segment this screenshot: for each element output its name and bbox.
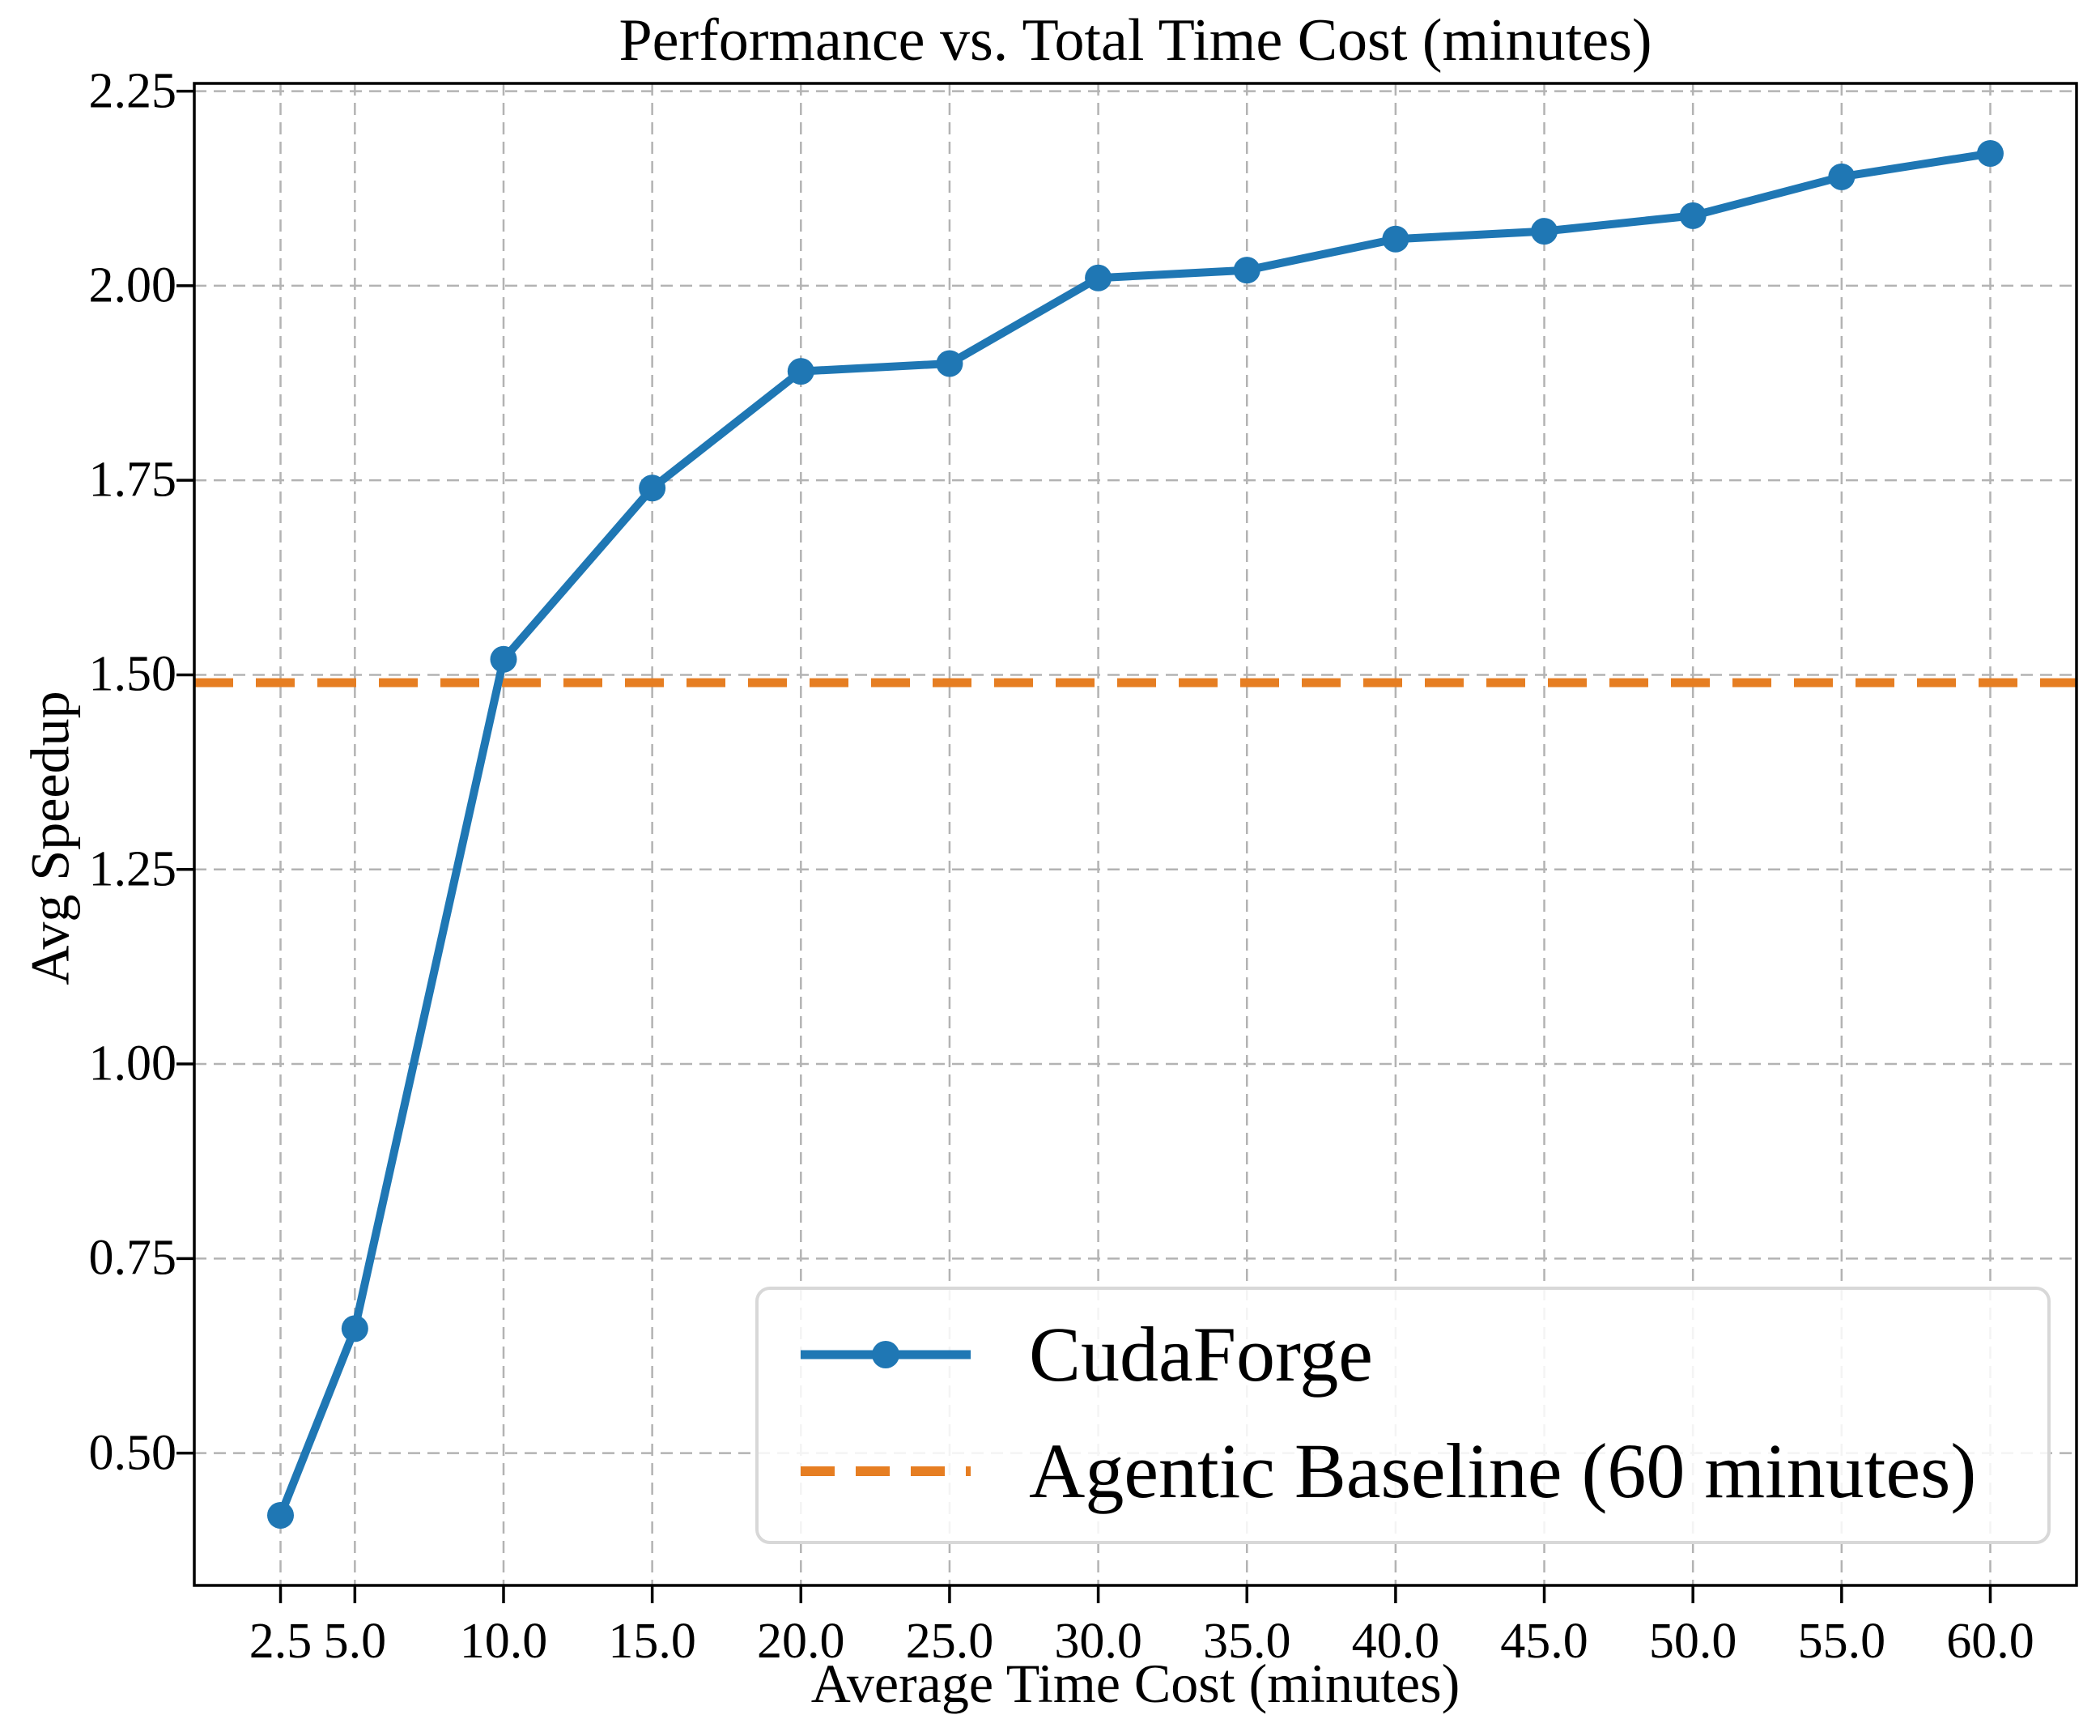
x-axis-title: Average Time Cost (minutes) [810, 1653, 1460, 1714]
data-point-marker [639, 474, 666, 502]
data-point-marker [1233, 257, 1260, 284]
y-tick-label: 0.50 [88, 1425, 177, 1481]
data-point-marker [1976, 140, 2004, 168]
x-tick-label: 60.0 [1946, 1614, 2034, 1669]
data-point-marker [490, 645, 517, 673]
legend-item-cudaforge: CudaForge [797, 1310, 2031, 1398]
data-point-marker [1679, 202, 1707, 229]
x-tick-label: 30.0 [1054, 1614, 1142, 1669]
x-tick-label: 5.0 [323, 1614, 387, 1669]
legend-item-baseline: Agentic Baseline (60 minutes) [797, 1427, 2031, 1514]
y-tick-label: 1.50 [88, 646, 177, 702]
y-tick-label: 2.00 [88, 257, 177, 313]
x-tick-label: 20.0 [757, 1614, 845, 1669]
x-tick-label: 2.5 [249, 1614, 312, 1669]
data-point-marker [341, 1315, 368, 1342]
y-tick-label: 2.25 [88, 63, 177, 119]
data-point-marker [1085, 264, 1112, 291]
y-tick-label: 1.75 [88, 452, 177, 508]
y-axis-title: Avg Speedup [19, 691, 81, 985]
legend: CudaForge Agentic Baseline (60 minutes) [755, 1287, 2051, 1544]
x-tick-label: 40.0 [1351, 1614, 1440, 1669]
y-tick-label: 0.75 [88, 1230, 177, 1286]
axes-spines [193, 82, 2078, 1587]
data-point-marker [787, 358, 814, 385]
data-point-marker [936, 350, 963, 377]
x-tick-label: 55.0 [1797, 1614, 1886, 1669]
legend-cudaforge-sample-svg [801, 1340, 971, 1368]
data-point-marker [1382, 225, 1409, 253]
x-tick-label: 15.0 [608, 1614, 696, 1669]
legend-label-baseline: Agentic Baseline (60 minutes) [1029, 1427, 1977, 1514]
legend-dashed-line-sample [797, 1453, 974, 1489]
legend-line-marker-sample [797, 1337, 974, 1372]
x-tick-label: 50.0 [1648, 1614, 1737, 1669]
x-tick-label: 45.0 [1500, 1614, 1588, 1669]
chart-title: Performance vs. Total Time Cost (minutes… [619, 7, 1652, 74]
legend-label-cudaforge: CudaForge [1029, 1310, 1373, 1398]
x-tick-label: 10.0 [459, 1614, 548, 1669]
data-point-marker [1828, 163, 1856, 190]
y-tick-label: 1.00 [88, 1036, 177, 1091]
y-tick-label: 1.25 [88, 841, 177, 897]
legend-baseline-sample-svg [801, 1466, 971, 1476]
x-tick-label: 35.0 [1202, 1614, 1291, 1669]
data-point-marker [1531, 218, 1558, 245]
x-tick-label: 25.0 [905, 1614, 994, 1669]
data-point-marker [267, 1501, 295, 1529]
